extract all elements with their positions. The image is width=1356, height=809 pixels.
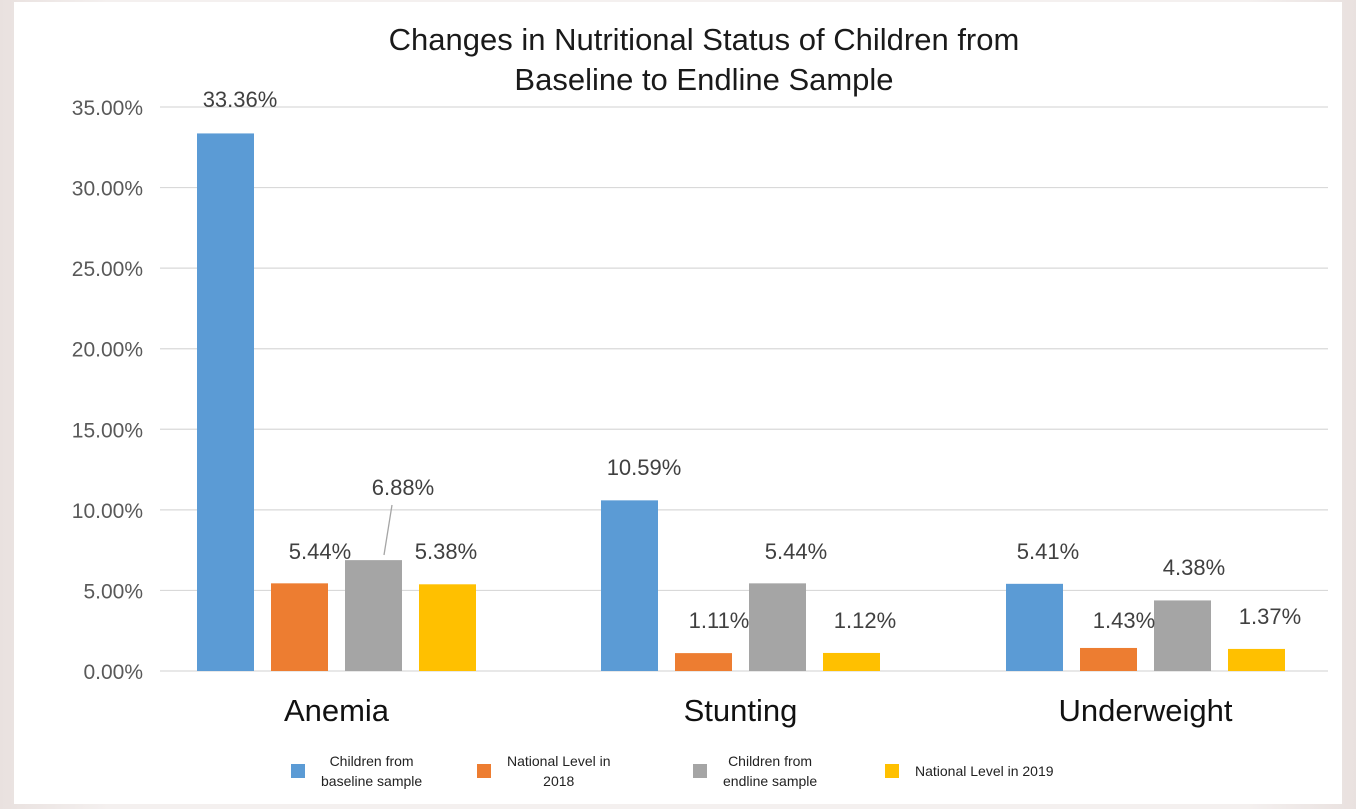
legend-label-national-2018: National Level in 2018 (507, 753, 611, 789)
bar-chart: 0.00% 5.00% 10.00% 15.00% 20.00% 25.00% 30.00%… (72, 87, 1328, 728)
data-label: 1.37% (1239, 604, 1301, 629)
bar (419, 584, 476, 671)
bar (1228, 648, 1285, 671)
data-label: 33.36% (203, 87, 278, 112)
legend-label-baseline: Children from baseline sample (321, 753, 423, 789)
legend-swatch-baseline (291, 764, 305, 778)
bar (197, 133, 254, 671)
legend-swatch-national-2019 (885, 764, 899, 778)
chart-title: Changes in Nutritional Status of Childre… (314, 20, 1094, 100)
y-tick-label: 35.00% (72, 97, 143, 120)
bar (675, 653, 732, 671)
data-label: 1.43% (1093, 608, 1155, 633)
data-label: 5.38% (415, 539, 477, 564)
bar (1080, 647, 1137, 671)
legend-item-national-2018: National Level in 2018 (477, 751, 611, 791)
y-tick-label: 5.00% (83, 580, 143, 603)
x-category-label: Anemia (284, 693, 390, 728)
bar (271, 583, 328, 671)
x-category-label: Underweight (1058, 693, 1232, 728)
data-label-leader-line (383, 504, 393, 556)
data-label: 1.11% (689, 608, 750, 633)
bar (601, 500, 658, 671)
bar (1006, 583, 1063, 671)
legend-swatch-national-2018 (477, 764, 491, 778)
legend-item-national-2019: National Level in 2019 (885, 761, 1054, 781)
chart-title-line-1: Changes in Nutritional Status of Childre… (388, 22, 1020, 57)
legend-item-baseline: Children from baseline sample (291, 751, 422, 791)
data-label: 5.44% (765, 539, 827, 564)
legend-label-endline: Children from endline sample (723, 753, 818, 789)
bar (749, 583, 806, 671)
data-label: 6.88% (372, 475, 434, 500)
y-tick-label: 30.00% (72, 178, 143, 201)
legend-label-national-2019: National Level in 2019 (915, 763, 1054, 779)
data-label: 5.41% (1017, 539, 1079, 564)
bar (345, 560, 402, 671)
bar (1154, 600, 1211, 671)
x-category-label: Stunting (684, 693, 798, 728)
y-tick-label: 20.00% (72, 339, 143, 362)
chart-title-line-2: Baseline to Endline Sample (514, 62, 894, 97)
y-tick-label: 25.00% (72, 258, 143, 281)
legend-swatch-endline (693, 764, 707, 778)
chart-legend: Children from baseline sample National Le… (14, 751, 1342, 804)
data-label: 10.59% (607, 455, 682, 480)
y-tick-label: 15.00% (72, 419, 143, 442)
bar (823, 652, 880, 671)
y-tick-label: 0.00% (83, 661, 143, 684)
data-label: 5.44% (289, 539, 351, 564)
chart-card: Changes in Nutritional Status of Childre… (14, 2, 1342, 804)
data-label: 4.38% (1163, 555, 1225, 580)
data-label: 1.12% (834, 608, 896, 633)
y-tick-label: 10.00% (72, 500, 143, 523)
legend-item-endline: Children from endline sample (693, 751, 817, 791)
